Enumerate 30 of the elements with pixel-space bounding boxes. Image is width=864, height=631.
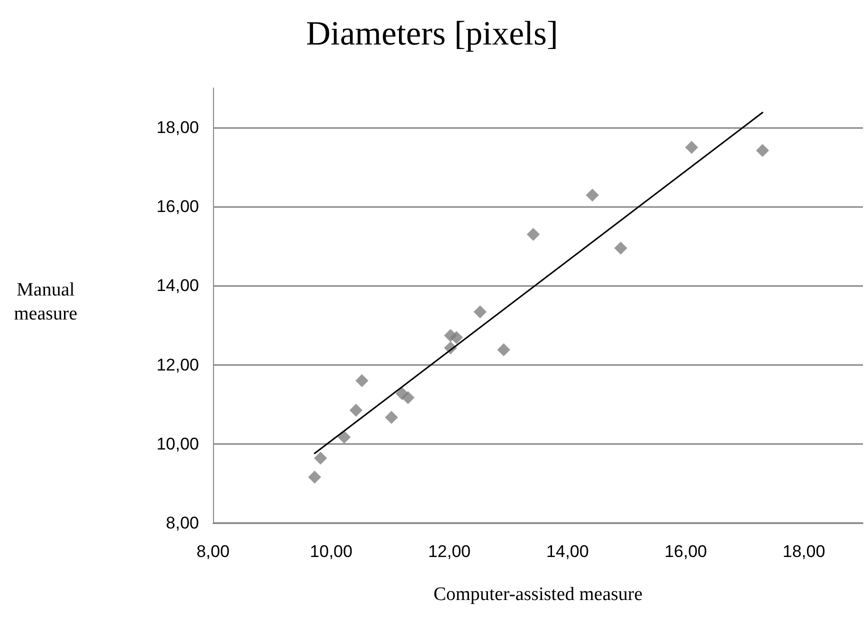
y-axis-title: Manual measure	[14, 280, 78, 324]
point	[314, 452, 328, 465]
point	[338, 430, 351, 444]
point	[614, 242, 628, 255]
x-tick-label: 10,00	[310, 542, 352, 561]
point	[474, 305, 487, 318]
y-tick-label: 14,00	[156, 276, 199, 296]
point	[526, 228, 540, 241]
point	[685, 140, 698, 154]
chart-title: Diameters [pixels]	[306, 16, 558, 52]
point	[355, 374, 368, 388]
point	[402, 391, 414, 404]
x-tick-label: 16,00	[664, 542, 707, 561]
y-tick-label: 10,00	[156, 434, 199, 454]
point	[384, 410, 398, 424]
point	[450, 331, 463, 344]
x-tick-label: 18,00	[782, 542, 826, 561]
x-tick-label: 8,00	[196, 542, 230, 561]
y-tick-label: 18,00	[156, 118, 199, 138]
point	[497, 343, 510, 356]
y-tick-label: 8,00	[166, 514, 199, 532]
point	[308, 470, 322, 484]
y-tick-label: 16,00	[156, 197, 199, 216]
point	[586, 188, 599, 202]
y-tick-label: 12,00	[156, 355, 199, 374]
x-tick-label: 12,00	[428, 542, 471, 561]
point	[350, 404, 362, 417]
point	[756, 144, 770, 157]
x-tick-label: 14,00	[546, 542, 589, 561]
x-axis-title: Computer-assisted measure	[433, 584, 643, 605]
